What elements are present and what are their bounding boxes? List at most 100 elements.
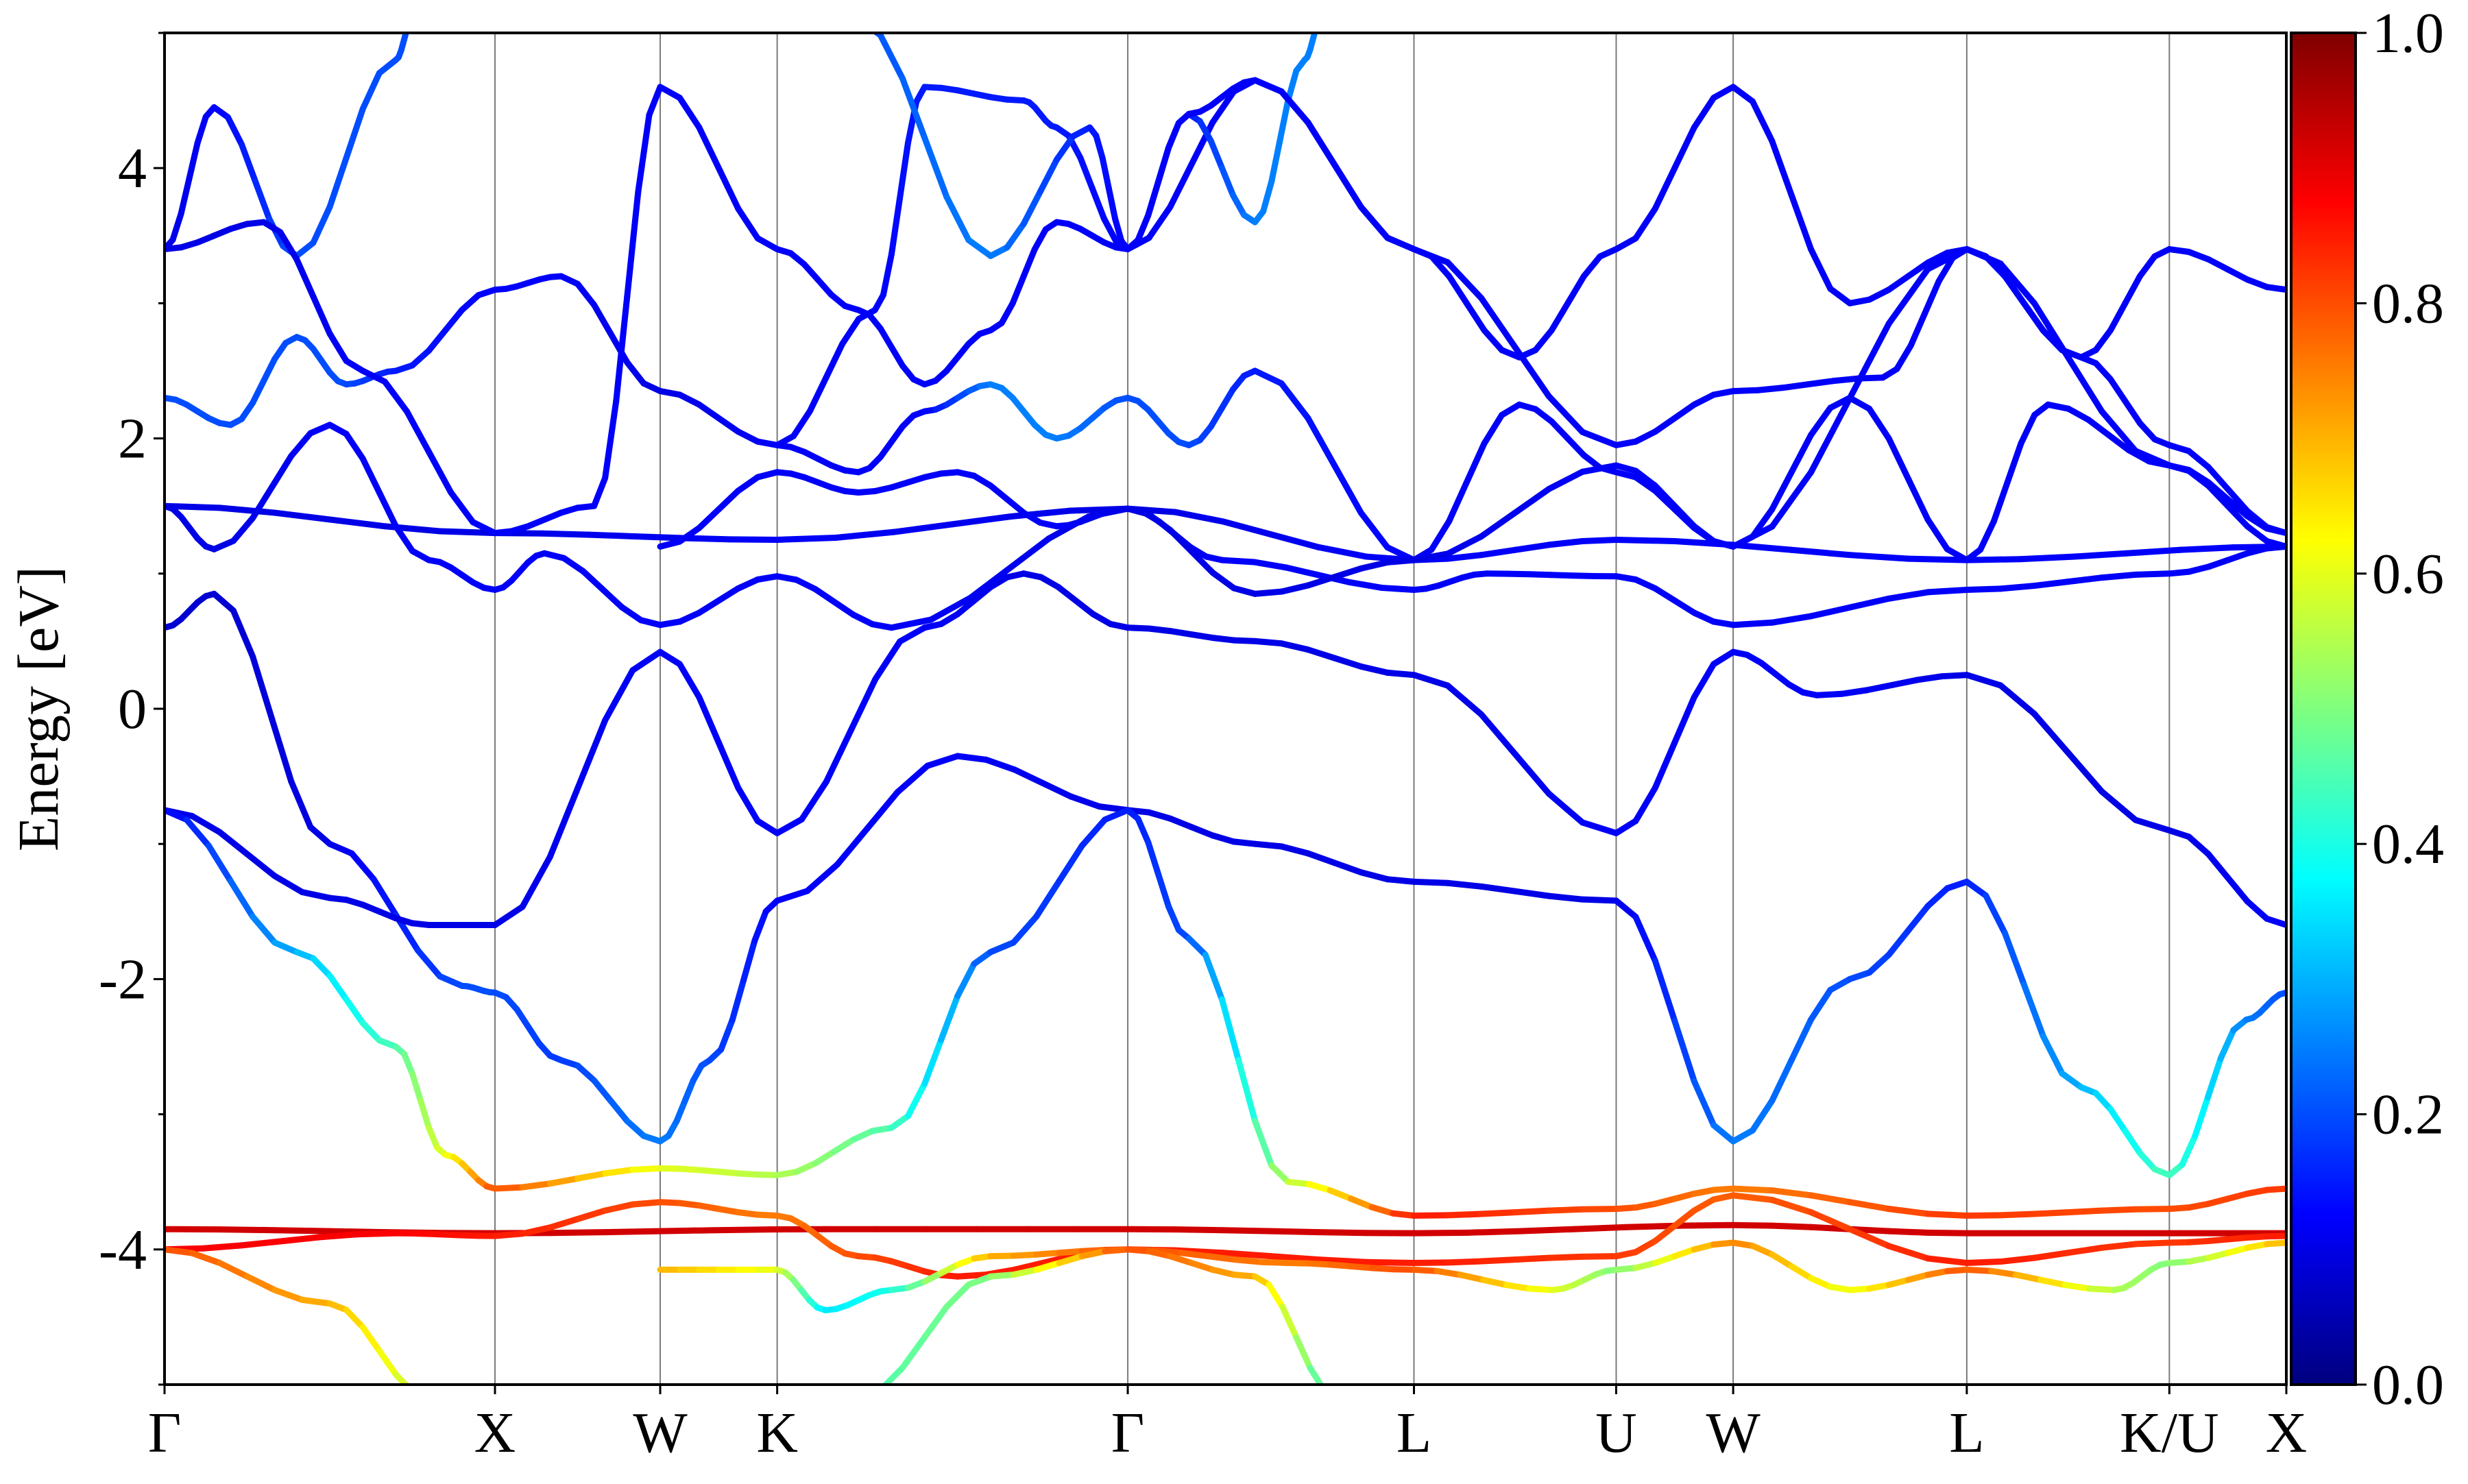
band-segment (1255, 371, 1282, 383)
band-segment (1148, 842, 1159, 875)
band-segment (660, 1230, 715, 1231)
band-segment (834, 602, 854, 615)
band-segment (1035, 230, 1045, 250)
band-segment (1263, 182, 1272, 211)
band-segment (440, 976, 462, 986)
band-segment (1714, 1126, 1733, 1142)
band-segment (1675, 600, 1694, 613)
band-segment (1675, 404, 1694, 418)
band-segment (2267, 1189, 2286, 1190)
x-tick-label: L (1396, 1401, 1431, 1465)
band-segment (413, 1073, 421, 1100)
band-segment (1393, 1269, 1414, 1270)
band-segment (603, 589, 622, 607)
band-segment (854, 1131, 873, 1140)
band-segment (801, 781, 826, 819)
band-segment (718, 168, 738, 208)
x-tick-label: X (2266, 1401, 2308, 1465)
band-segment (1254, 562, 1286, 568)
band-line (165, 1250, 429, 1398)
band-segment (1506, 1285, 1529, 1289)
band-segment (649, 87, 660, 115)
band-segment (2208, 259, 2227, 269)
band-segment (1928, 888, 1947, 906)
band-segment (605, 401, 616, 478)
band-segment (1811, 1195, 1850, 1202)
band-segment (738, 579, 758, 588)
band-segment (550, 1178, 577, 1183)
colorbar-tick-label: 0.0 (2372, 1353, 2444, 1417)
band-segment (2267, 1236, 2286, 1237)
band-segment (542, 533, 590, 535)
band-segment (1549, 1256, 1582, 1258)
band-segment (379, 1351, 396, 1375)
band-segment (1811, 607, 1850, 616)
band-segment (1071, 796, 1099, 806)
band-segment (1382, 588, 1414, 590)
band-segment (777, 819, 802, 833)
band-segment (796, 1163, 815, 1172)
band-segment (228, 117, 241, 145)
band-segment (611, 1101, 627, 1121)
band-segment (256, 182, 269, 219)
band-segment (1811, 408, 1830, 435)
band-segment (1889, 930, 1908, 954)
colorbar-tick-label: 0.4 (2372, 812, 2444, 876)
band-segment (2034, 714, 2068, 753)
band-segment (1680, 1225, 1734, 1226)
band-segment (1414, 1269, 1437, 1271)
band-segment (1870, 290, 1889, 300)
band-segment (1909, 559, 1967, 560)
band-line (660, 1243, 2286, 1311)
band-segment (1791, 435, 1811, 472)
x-tick-label: L (1949, 1401, 1984, 1465)
band-segment (1128, 628, 1149, 629)
band-segment (1281, 383, 1308, 418)
band-segment (1636, 579, 1655, 588)
colorbar: 0.00.20.40.60.81.0 (2291, 1, 2444, 1417)
band-segment (1313, 29, 1316, 40)
band-segment (578, 720, 605, 789)
band-segment (638, 115, 649, 192)
band-segment (2065, 1285, 2090, 1289)
band-segment (1481, 714, 1515, 754)
band-segment (409, 19, 412, 22)
band-segment (495, 1234, 522, 1236)
band-segment (1850, 1202, 1889, 1209)
band-segment (446, 310, 462, 330)
band-segment (1967, 675, 2000, 685)
band-segment (275, 876, 302, 892)
band-segment (1056, 136, 1073, 160)
band-segment (404, 1054, 412, 1074)
band-segment (1733, 545, 1791, 550)
band-segment (969, 240, 991, 256)
band-segment (429, 1128, 437, 1147)
band-segment (564, 558, 583, 571)
band-segment (633, 1202, 660, 1204)
band-segment (1582, 899, 1616, 901)
band-segment (379, 60, 396, 73)
band-segment (2000, 586, 2034, 589)
band-segment (718, 742, 738, 788)
band-segment (1222, 999, 1238, 1060)
band-segment (2208, 854, 2227, 878)
y-tick-label: -4 (99, 1218, 147, 1282)
band-segment (894, 524, 952, 532)
x-tick-label: Γ (148, 1401, 182, 1465)
band-segment (1037, 1253, 1059, 1254)
band-line (165, 1225, 2286, 1233)
band-segment (1655, 961, 1674, 1021)
y-tick-label: 4 (118, 136, 147, 200)
band-segment (1791, 1266, 1811, 1278)
band-segment (1909, 479, 1928, 520)
band-segment (1772, 1254, 1791, 1266)
band-segment (1791, 550, 1850, 555)
band-segment (1222, 168, 1233, 195)
band-segment (1582, 432, 1616, 445)
band-segment (1675, 697, 1694, 742)
band-segment (197, 117, 206, 143)
band-segment (1024, 192, 1040, 224)
band-segment (230, 881, 252, 916)
band-segment (272, 456, 291, 487)
